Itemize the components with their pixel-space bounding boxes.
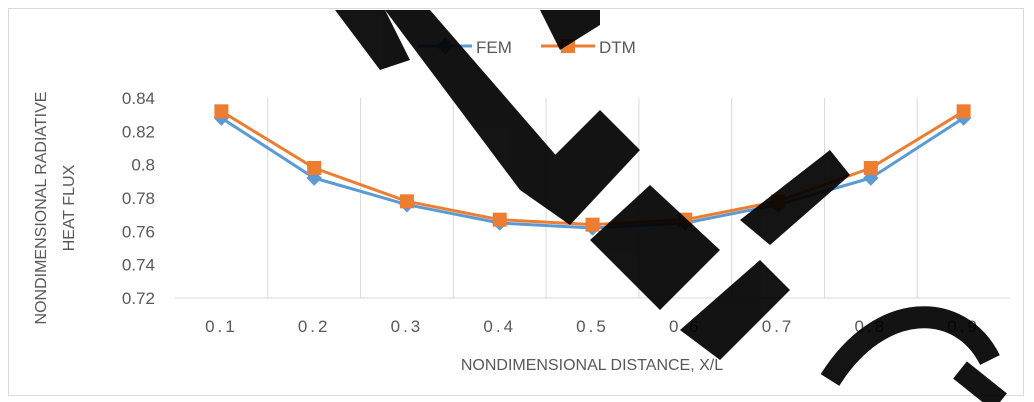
x-tick-label: 0.3 — [391, 317, 424, 336]
x-tick-label: 0.5 — [576, 317, 609, 336]
data-point — [956, 104, 971, 119]
x-tick-label: 0.7 — [762, 317, 795, 336]
x-tick-label: 0.1 — [205, 317, 238, 336]
y-axis-ticks: 0.72 0.74 0.76 0.78 0.8 0.82 0.84 — [122, 89, 155, 308]
y-tick-label: 0.82 — [122, 122, 155, 141]
y-axis-title-line2: HEAT FLUX — [61, 164, 78, 251]
chart-area — [8, 8, 1024, 396]
legend-label-dtm: DTM — [599, 38, 636, 57]
x-tick-label: 0.2 — [298, 317, 331, 336]
x-tick-label: 0.4 — [483, 317, 516, 336]
data-point — [863, 161, 878, 175]
data-point — [399, 194, 414, 209]
x-axis-title: NONDIMENSIONAL DISTANCE, X/L — [461, 357, 723, 374]
legend-label-fem: FEM — [476, 38, 512, 57]
data-point — [585, 217, 600, 232]
data-point — [307, 161, 322, 175]
y-tick-label: 0.76 — [122, 222, 155, 241]
y-axis-title-line1: NONDIMENSIONAL RADIATIVE — [33, 92, 50, 325]
y-tick-label: 0.74 — [122, 256, 155, 275]
data-point — [492, 212, 507, 227]
y-tick-label: 0.8 — [131, 156, 155, 175]
data-point — [214, 104, 229, 119]
y-tick-label: 0.72 — [122, 289, 155, 308]
y-tick-label: 0.78 — [122, 189, 155, 208]
y-tick-label: 0.84 — [122, 89, 155, 108]
